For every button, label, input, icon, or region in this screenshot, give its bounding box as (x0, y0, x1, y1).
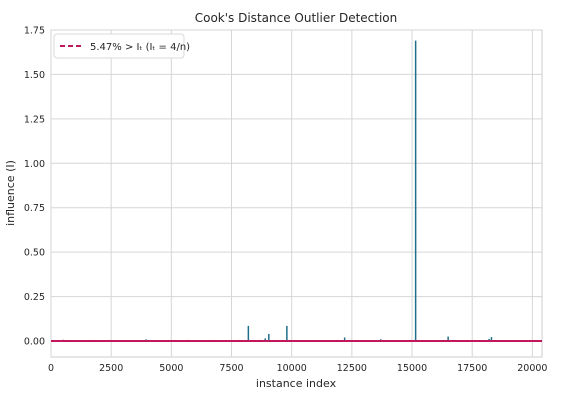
x-tick-label: 17500 (457, 363, 487, 374)
y-tick-label: 0.00 (24, 337, 45, 348)
x-tick-label: 10000 (277, 363, 307, 374)
x-tick-labels: 0 2500 5000 7500 10000 12500 15000 17500 20000 (48, 363, 548, 374)
y-tick-label: 0.75 (24, 203, 45, 214)
x-tick-label: 2500 (99, 363, 123, 374)
y-tick-label: 1.00 (24, 159, 45, 170)
x-tick-label: 12500 (337, 363, 367, 374)
y-tick-label: 1.50 (24, 70, 45, 81)
x-tick-label: 15000 (397, 363, 427, 374)
y-tick-label: 0.25 (24, 292, 45, 303)
y-tick-labels: 0.00 0.25 0.50 0.75 1.00 1.25 1.50 1.75 (24, 26, 45, 348)
chart-title: Cook's Distance Outlier Detection (195, 11, 398, 25)
y-tick-label: 1.75 (24, 26, 45, 37)
y-axis-label: influence (I) (4, 160, 17, 226)
y-tick-label: 1.25 (24, 114, 45, 125)
x-tick-label: 0 (48, 363, 54, 374)
legend: 5.47% > Iₜ (Iₜ = 4/n) (53, 33, 190, 59)
x-axis-label: instance index (256, 377, 337, 390)
x-tick-label: 5000 (159, 363, 183, 374)
y-tick-label: 0.50 (24, 248, 45, 259)
plot-background (50, 29, 543, 358)
x-tick-label: 20000 (517, 363, 547, 374)
x-tick-label: 7500 (219, 363, 243, 374)
legend-label: 5.47% > Iₜ (Iₜ = 4/n) (90, 42, 190, 53)
grid (50, 29, 542, 357)
legend-box (53, 33, 185, 59)
